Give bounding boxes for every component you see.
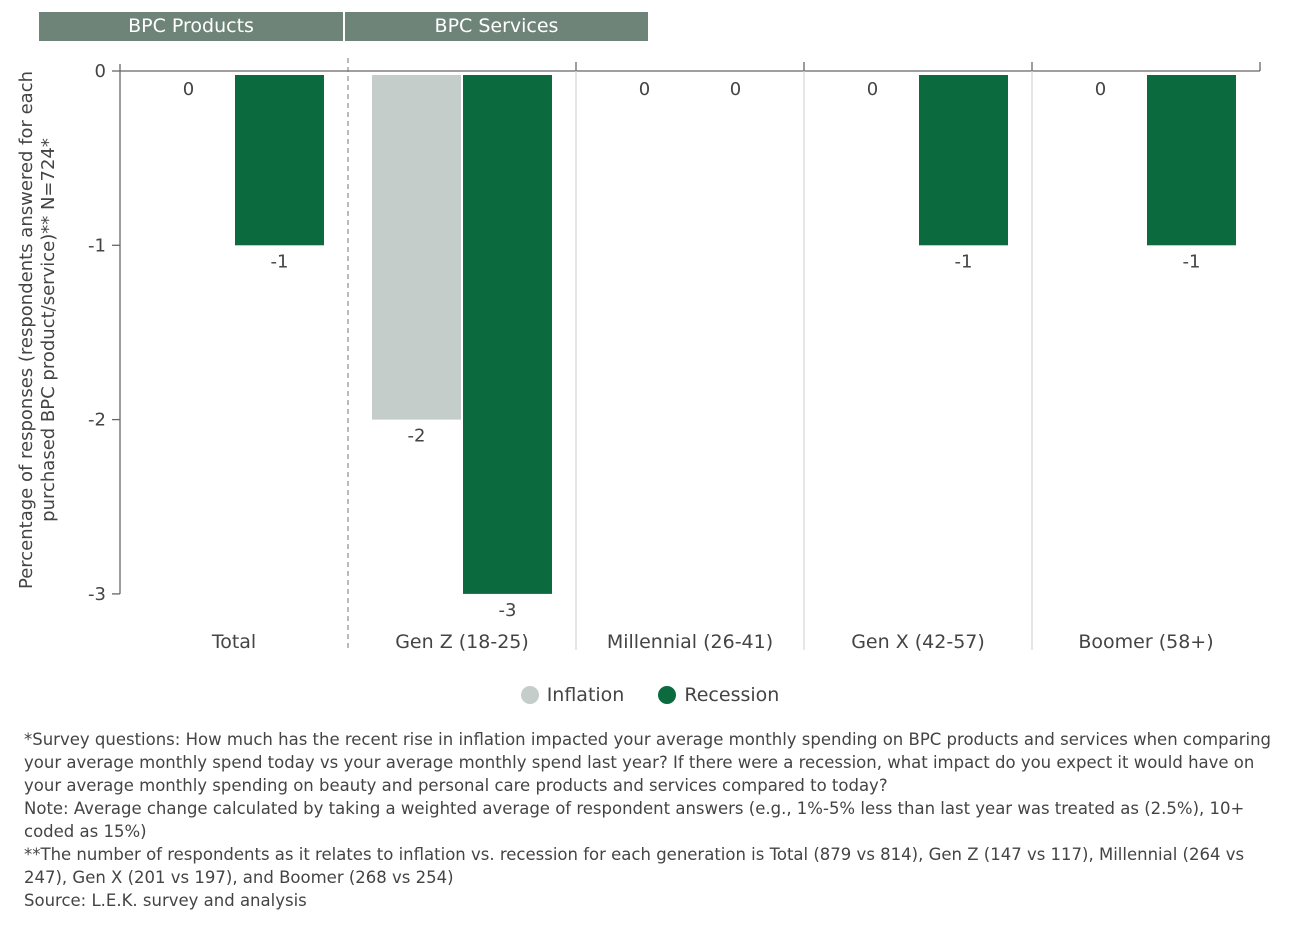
legend-swatch-recession [658,686,677,704]
legend-item-recession: Recession [658,684,779,706]
legend-item-inflation: Inflation [520,684,625,706]
bar-recession [463,75,552,594]
footnotes: *Survey questions: How much has the rece… [24,728,1284,912]
data-label: -1 [1183,251,1201,272]
data-label: 0 [183,79,194,100]
header-bpc-services: BPC Services [345,12,648,41]
data-label: -3 [499,600,517,621]
y-tick-label: -3 [88,584,106,605]
bar-chart: 0 -1 -2 -3 Total 0 -1 Gen Z (18-25) -2 -3 Millenni… [88,58,1261,653]
category-label: Gen Z (18-25) [395,631,529,653]
category-label: Boomer (58+) [1078,631,1213,653]
y-tick-label: 0 [95,61,106,82]
legend-swatch-inflation [520,686,539,704]
data-label: 0 [867,79,878,100]
header-bpc-products: BPC Products [39,12,343,41]
y-axis-label: Percentage of responses (respondents ans… [16,70,59,590]
data-label: -1 [271,251,289,272]
y-tick-label: -1 [88,235,106,256]
data-label: -1 [955,251,973,272]
legend: Inflation Recession [0,684,1300,709]
footnote-respondents: **The number of respondents as it relate… [24,845,1245,887]
legend-label-recession: Recession [684,684,780,706]
footnote-source: Source: L.E.K. survey and analysis [24,891,307,910]
category-label: Total [211,631,256,653]
legend-label-inflation: Inflation [546,684,625,706]
data-label: 0 [639,79,650,100]
bar-inflation [372,75,461,420]
data-label: 0 [730,79,741,100]
bar-recession [919,75,1008,246]
category-label: Millennial (26-41) [607,631,773,653]
footnote-survey: *Survey questions: How much has the rece… [24,730,1272,795]
category-label: Gen X (42-57) [851,631,985,653]
y-tick-label: -2 [88,410,106,431]
data-label: -2 [408,426,426,447]
data-label: 0 [1095,79,1106,100]
bar-recession [235,75,324,246]
footnote-note: Note: Average change calculated by takin… [24,799,1245,841]
bar-recession [1147,75,1236,246]
